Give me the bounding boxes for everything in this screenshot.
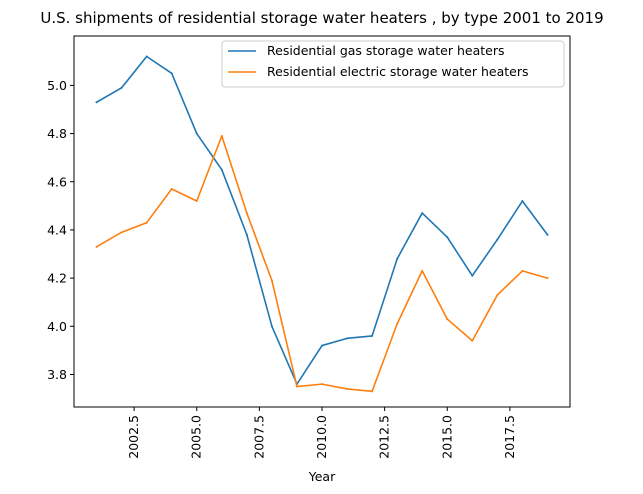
- x-tick-label: 2005.0: [189, 415, 204, 459]
- y-tick-label: 4.8: [47, 126, 67, 141]
- series-line-0: [95, 55, 549, 385]
- x-tick-label: 2015.0: [439, 415, 454, 459]
- data-point-0-2: [145, 55, 148, 58]
- y-tick-label: 3.8: [47, 367, 67, 382]
- x-axis-title: Year: [308, 469, 336, 484]
- data-point-0-15: [471, 274, 474, 277]
- data-point-1-9: [321, 383, 323, 386]
- data-point-1-17: [521, 269, 524, 272]
- data-point-1-2: [145, 221, 148, 224]
- data-point-1-7: [270, 279, 273, 282]
- legend-label-gas: Residential gas storage water heaters: [267, 43, 504, 58]
- data-point-0-13: [421, 212, 424, 215]
- data-point-1-18: [546, 277, 549, 280]
- y-tick-label: 5.0: [47, 78, 67, 93]
- data-point-1-16: [496, 293, 499, 296]
- data-point-0-9: [321, 344, 323, 347]
- data-point-1-11: [371, 390, 374, 393]
- data-point-0-1: [120, 86, 123, 89]
- data-point-1-4: [195, 200, 198, 203]
- x-axis: 2002.5 2005.0 2007.5 2010.0 2012.5 2015.0 2017…: [126, 407, 517, 459]
- series-layer: [95, 55, 549, 393]
- legend-label-electric: Residential electric storage water heate…: [267, 64, 528, 79]
- data-point-1-15: [471, 339, 474, 342]
- x-tick-label: 2017.5: [502, 415, 517, 459]
- chart-title: U.S. shipments of residential storage wa…: [40, 9, 603, 27]
- data-point-0-16: [496, 238, 499, 241]
- data-point-0-12: [396, 257, 399, 260]
- data-point-0-14: [446, 236, 449, 239]
- y-tick-label: 4.2: [47, 271, 67, 286]
- data-point-1-10: [346, 387, 349, 390]
- data-point-1-13: [421, 269, 424, 272]
- data-point-0-0: [95, 101, 98, 104]
- data-point-1-12: [396, 322, 399, 325]
- data-point-0-3: [170, 72, 173, 75]
- data-point-1-5: [220, 134, 223, 137]
- y-axis: 3.8 4.0 4.2 4.4 4.6 4.8 5.0: [47, 78, 74, 382]
- legend-box: [221, 40, 565, 88]
- data-point-1-6: [245, 212, 248, 215]
- data-point-1-8: [295, 385, 298, 388]
- x-tick-label: 2010.0: [314, 415, 329, 459]
- y-tick-label: 4.6: [47, 174, 67, 189]
- data-point-0-5: [220, 168, 223, 171]
- data-point-0-10: [346, 337, 349, 340]
- data-point-0-7: [270, 325, 273, 328]
- data-point-0-17: [521, 200, 524, 203]
- data-point-0-18: [546, 233, 549, 236]
- x-tick-label: 2002.5: [126, 415, 141, 459]
- x-tick-label: 2007.5: [251, 415, 266, 459]
- data-point-0-6: [245, 233, 248, 236]
- data-point-1-3: [170, 187, 173, 190]
- data-point-0-4: [195, 132, 198, 135]
- y-tick-label: 4.0: [47, 319, 67, 334]
- data-point-1-0: [95, 245, 98, 248]
- y-tick-label: 4.4: [47, 222, 67, 237]
- data-point-1-1: [120, 231, 123, 234]
- legend: Residential gas storage water heaters Re…: [221, 40, 565, 88]
- data-point-1-14: [446, 318, 449, 321]
- data-point-0-11: [371, 334, 374, 337]
- x-tick-label: 2012.5: [377, 415, 392, 459]
